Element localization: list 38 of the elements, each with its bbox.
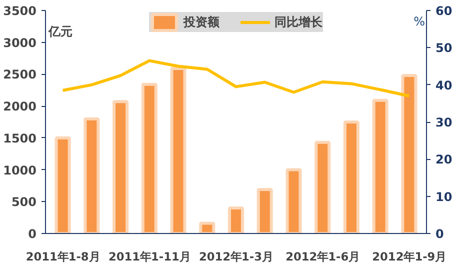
x-tick-label: 2011年1-8月 [26, 250, 100, 264]
bar [372, 98, 388, 234]
x-tick-label: 2012年1-6月 [286, 250, 360, 264]
y2-tick-label: 60 [436, 4, 452, 18]
y-tick-label: 500 [11, 195, 37, 210]
y-tick-label: 3000 [3, 36, 37, 50]
legend-label: 同比增长 [274, 14, 322, 30]
bar [112, 100, 129, 234]
x-tick-label: 2011年1-11月 [108, 250, 190, 264]
y2-axis-title: % [414, 14, 426, 28]
bar [401, 74, 418, 234]
bar [141, 82, 158, 234]
bar [256, 188, 273, 234]
y-tick-label: 2500 [3, 68, 37, 82]
bar [170, 66, 186, 234]
y2-tick-label: 20 [436, 152, 452, 167]
bar [286, 168, 302, 234]
line-series [61, 59, 411, 98]
y-tick-label: 2000 [3, 100, 37, 114]
y2-tick-label: 0 [436, 227, 444, 241]
y-axis-title: 亿元 [47, 24, 72, 38]
bar [314, 140, 331, 234]
bar [228, 206, 244, 234]
y-tick-label: 1500 [3, 131, 37, 146]
y2-tick-label: 10 [436, 190, 452, 204]
y2-tick-label: 40 [436, 78, 452, 92]
x-tick-label: 2012年1-9月 [372, 250, 446, 264]
bar [84, 117, 100, 234]
y2-tick-label: 30 [436, 116, 452, 130]
y2-tick-label: 50 [436, 41, 452, 56]
bar [54, 136, 71, 234]
y-tick-label: 3500 [3, 4, 37, 18]
bar [343, 120, 360, 234]
legend-label: 投资额 [184, 14, 220, 30]
y-tick-label: 0 [28, 227, 37, 241]
x-tick-label: 2012年1-3月 [199, 250, 274, 264]
bar [199, 222, 216, 234]
y-tick-label: 1000 [3, 163, 37, 178]
